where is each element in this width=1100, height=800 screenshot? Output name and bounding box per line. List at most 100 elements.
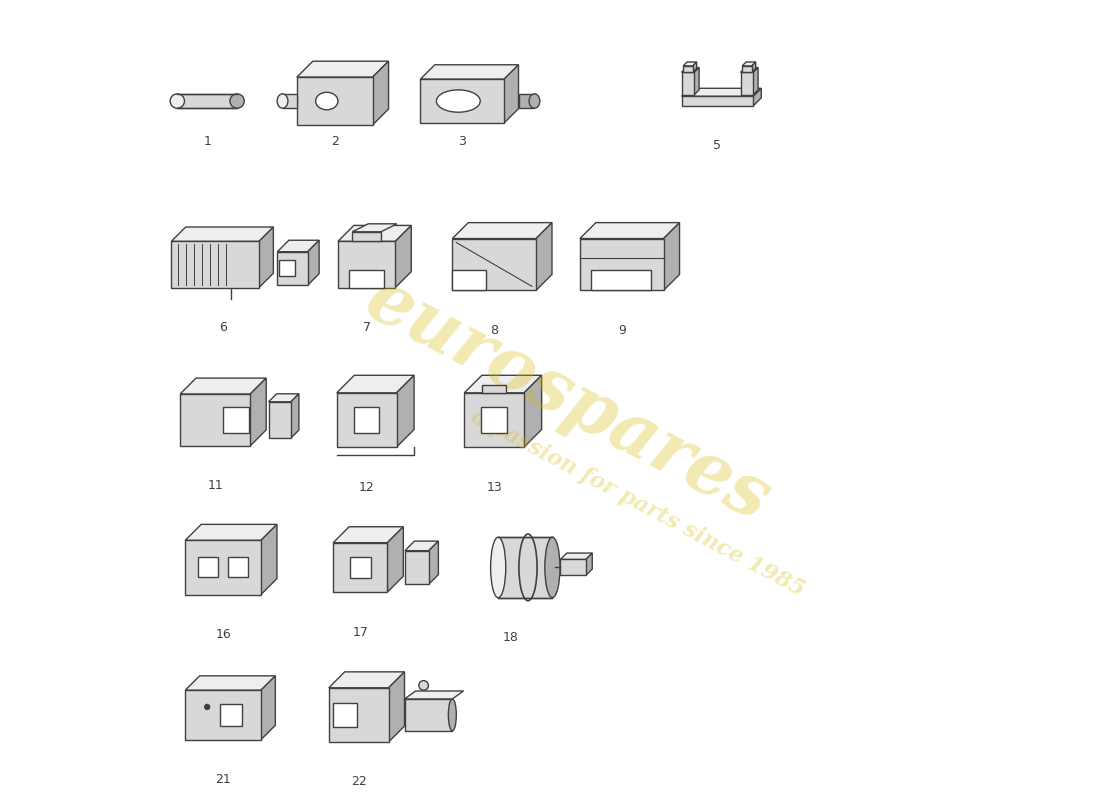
Polygon shape [429, 541, 439, 584]
Polygon shape [580, 222, 680, 238]
Text: 17: 17 [352, 626, 368, 638]
Polygon shape [754, 88, 761, 106]
Polygon shape [682, 88, 761, 96]
Bar [405, 550, 429, 584]
Bar [185, 540, 261, 594]
Polygon shape [405, 541, 439, 550]
Bar [180, 394, 250, 446]
Polygon shape [185, 524, 277, 540]
Polygon shape [373, 61, 388, 125]
Polygon shape [663, 222, 680, 290]
Bar [592, 270, 651, 290]
Bar [518, 94, 535, 108]
Polygon shape [740, 67, 758, 72]
Bar [740, 72, 754, 94]
Polygon shape [337, 375, 414, 393]
Bar [452, 270, 486, 290]
Bar [498, 537, 552, 598]
Polygon shape [464, 375, 541, 393]
Ellipse shape [316, 92, 338, 110]
Bar [682, 96, 754, 106]
Text: 16: 16 [216, 628, 231, 641]
Text: 11: 11 [207, 479, 223, 492]
Polygon shape [682, 67, 700, 72]
Polygon shape [268, 394, 299, 402]
Bar [349, 270, 384, 287]
Bar [350, 557, 371, 578]
Polygon shape [180, 378, 266, 394]
Bar [560, 559, 586, 575]
Polygon shape [751, 62, 756, 72]
Polygon shape [693, 62, 696, 72]
Text: 3: 3 [459, 134, 466, 147]
Polygon shape [290, 394, 299, 438]
Ellipse shape [449, 699, 456, 731]
Polygon shape [185, 676, 275, 690]
Text: 6: 6 [219, 321, 227, 334]
Polygon shape [396, 375, 414, 447]
Bar [172, 242, 258, 287]
Bar [220, 704, 242, 726]
Polygon shape [250, 378, 266, 446]
Text: 22: 22 [351, 775, 366, 789]
Bar [352, 232, 381, 242]
Polygon shape [338, 226, 411, 242]
Bar [354, 407, 379, 433]
Polygon shape [352, 224, 397, 232]
Text: 7: 7 [363, 321, 371, 334]
Text: 2: 2 [331, 134, 339, 147]
Polygon shape [395, 226, 411, 287]
Polygon shape [560, 553, 592, 559]
Text: 13: 13 [486, 481, 502, 494]
Polygon shape [261, 524, 277, 594]
Text: 8: 8 [491, 324, 498, 337]
Bar [185, 690, 261, 740]
Bar [333, 542, 387, 592]
Ellipse shape [491, 537, 506, 598]
Text: 21: 21 [216, 773, 231, 786]
Circle shape [204, 704, 210, 710]
Bar [177, 94, 238, 108]
Polygon shape [683, 62, 696, 66]
Polygon shape [172, 227, 274, 242]
Text: 9: 9 [618, 324, 626, 337]
Bar [277, 252, 308, 286]
Ellipse shape [437, 90, 481, 112]
Polygon shape [536, 222, 552, 290]
Bar [482, 407, 507, 433]
Polygon shape [754, 67, 758, 94]
Polygon shape [387, 526, 404, 592]
Bar [329, 688, 388, 742]
Bar [279, 261, 295, 277]
Polygon shape [524, 375, 541, 447]
Polygon shape [297, 61, 388, 77]
Polygon shape [452, 222, 552, 238]
Bar [420, 79, 504, 123]
Bar [268, 402, 290, 438]
Polygon shape [388, 672, 405, 742]
Bar [297, 77, 373, 125]
Polygon shape [333, 526, 404, 542]
Bar [482, 385, 506, 393]
Polygon shape [504, 65, 518, 123]
Text: 1: 1 [204, 134, 211, 147]
Ellipse shape [529, 94, 540, 108]
Bar [337, 393, 396, 447]
Polygon shape [258, 227, 274, 287]
Polygon shape [261, 676, 275, 740]
Text: 18: 18 [503, 631, 518, 644]
Polygon shape [742, 62, 756, 66]
Polygon shape [586, 553, 592, 575]
Bar [742, 66, 751, 72]
Bar [338, 242, 395, 287]
Polygon shape [694, 67, 700, 94]
Bar [682, 72, 694, 94]
Ellipse shape [277, 94, 288, 108]
Bar [228, 558, 248, 578]
Text: 12: 12 [359, 481, 374, 494]
Circle shape [419, 681, 428, 690]
Ellipse shape [170, 94, 185, 108]
Text: eurospares: eurospares [353, 263, 782, 537]
Polygon shape [308, 240, 319, 286]
Text: a passion for parts since 1985: a passion for parts since 1985 [468, 406, 808, 602]
